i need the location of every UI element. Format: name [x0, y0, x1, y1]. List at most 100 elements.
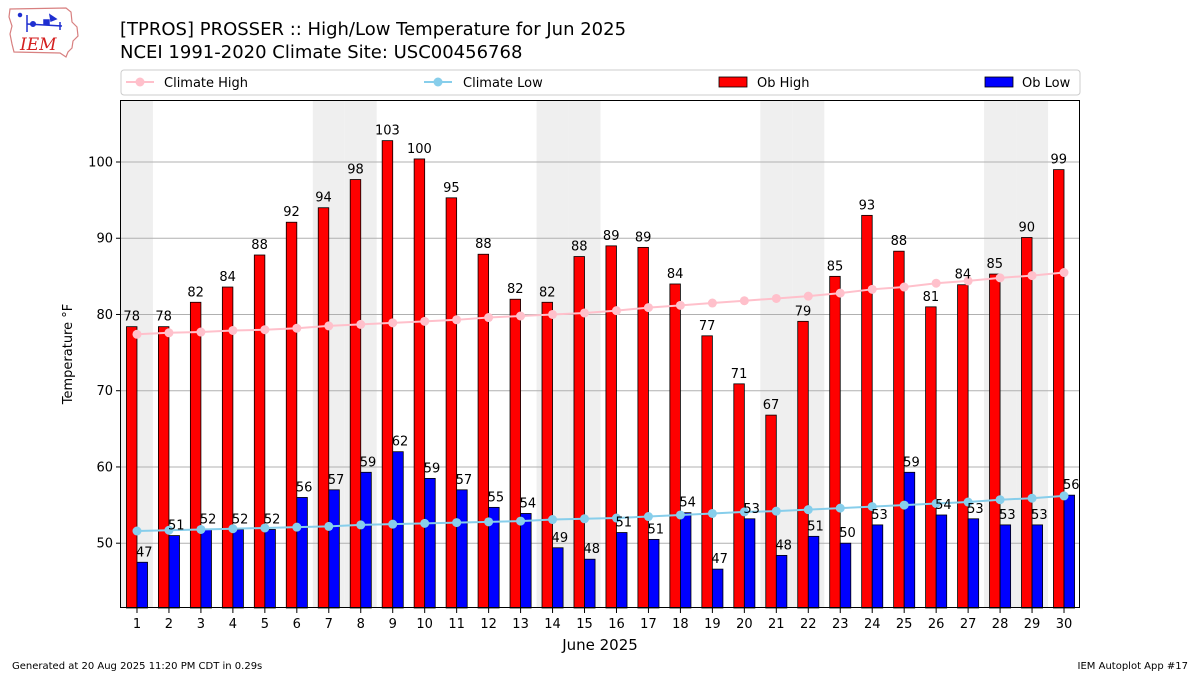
ob-high-bar	[989, 273, 1001, 609]
climate-high-point	[388, 318, 398, 328]
ob-low-label: 47	[711, 552, 728, 567]
climate-high-point	[356, 319, 366, 329]
ob-high-bar	[925, 306, 937, 609]
climate-high-point	[516, 311, 526, 321]
ob-high-label: 79	[795, 304, 812, 319]
climate-high-point	[707, 298, 717, 308]
ob-low-bar	[136, 561, 148, 609]
ob-low-label: 56	[1063, 478, 1080, 493]
ob-high-label: 103	[375, 124, 400, 139]
climate-low-point	[292, 522, 302, 532]
x-tick-label: 4	[229, 617, 237, 632]
climate-high-point	[420, 316, 430, 326]
ob-low-label: 52	[232, 512, 249, 527]
ob-high-label: 84	[667, 267, 684, 282]
y-axis-title: Temperature °F	[61, 304, 76, 405]
ob-low-bar	[552, 547, 564, 609]
x-tick-label: 3	[197, 617, 205, 632]
climate-high-point	[643, 303, 653, 313]
x-tick-label: 23	[832, 617, 849, 632]
ob-high-label: 100	[407, 142, 432, 157]
climate-high-point	[580, 308, 590, 318]
ob-low-bar	[168, 535, 180, 609]
ob-high-label: 93	[859, 198, 876, 213]
x-tick-label: 12	[480, 617, 497, 632]
ob-high-label: 85	[987, 257, 1004, 272]
ob-low-bar	[456, 489, 468, 609]
x-tick-label: 18	[672, 617, 689, 632]
x-tick-label: 8	[357, 617, 365, 632]
legend-label: Climate Low	[463, 76, 543, 91]
ob-low-label: 56	[296, 480, 313, 495]
ob-high-bar	[1053, 169, 1065, 609]
climate-high-point	[995, 273, 1005, 283]
ob-high-label: 84	[955, 268, 972, 283]
ob-high-bar	[413, 158, 426, 609]
x-tick-label: 13	[512, 617, 529, 632]
ob-low-label: 47	[136, 545, 153, 560]
ob-low-label: 62	[392, 435, 409, 450]
climate-low-point	[867, 502, 877, 512]
ob-low-bar	[264, 529, 276, 609]
ob-low-bar	[839, 542, 852, 609]
climate-lines	[132, 268, 1069, 536]
ob-low-bar	[903, 471, 916, 609]
x-tick-label: 28	[992, 617, 1009, 632]
climate-low-point	[356, 520, 366, 530]
ob-low-label: 57	[456, 473, 473, 488]
weather-station-icon	[17, 12, 63, 32]
ob-low-label: 53	[871, 508, 888, 523]
y-tick-label: 70	[96, 384, 113, 399]
ob-low-label: 53	[1031, 508, 1048, 523]
ob-high-label: 81	[923, 290, 940, 305]
ob-low-bar	[520, 513, 532, 609]
ob-high-label: 71	[731, 367, 748, 382]
iem-logo[interactable]: IEM	[8, 7, 79, 58]
climate-high-line	[136, 271, 1065, 336]
climate-low-point	[548, 515, 558, 525]
climate-low-point	[611, 513, 621, 523]
ob-low-label: 59	[360, 455, 377, 470]
climate-high-point	[292, 323, 302, 333]
x-tick-label: 21	[768, 617, 785, 632]
x-tick-label: 20	[736, 617, 753, 632]
climate-low-point	[899, 500, 909, 510]
ob-low-bar	[232, 529, 244, 609]
ob-low-label: 51	[807, 519, 824, 534]
climate-high-point	[452, 315, 462, 325]
legend-label: Climate High	[164, 76, 248, 91]
ob-low-label: 49	[552, 531, 569, 546]
x-tick-label: 7	[325, 617, 333, 632]
gridlines	[121, 161, 1080, 544]
climate-low-point	[420, 518, 430, 528]
ob-high-bar	[381, 140, 394, 609]
climate-low-point	[771, 506, 781, 516]
y-tick-label: 100	[88, 155, 113, 170]
x-tick-label: 16	[608, 617, 625, 632]
ob-low-bar	[871, 524, 884, 609]
ob-high-bar	[1021, 237, 1033, 609]
climate-high-point	[164, 328, 174, 338]
climate-high-point	[484, 313, 494, 323]
climate-high-point	[196, 327, 206, 337]
ob-high-label: 89	[635, 230, 652, 245]
ob-high-bar	[317, 207, 330, 609]
climate-high-point	[835, 288, 845, 298]
ob-high-bar	[637, 246, 649, 609]
climate-high-point	[739, 296, 749, 306]
ob-high-bar	[221, 286, 234, 609]
ob-high-bar	[957, 284, 969, 609]
legend-label: Ob Low	[1022, 76, 1071, 91]
climate-high-point	[931, 278, 941, 288]
ob-low-bar	[775, 554, 788, 609]
ob-low-bar	[360, 471, 372, 609]
climate-high-point	[867, 284, 877, 294]
ob-high-label: 77	[699, 319, 716, 334]
footer-generated: Generated at 20 Aug 2025 11:20 PM CDT in…	[12, 661, 262, 672]
ob-high-bar	[669, 283, 681, 609]
x-tick-label: 22	[800, 617, 817, 632]
y-tick-label: 80	[96, 308, 113, 323]
ob-high-label: 90	[1019, 220, 1036, 235]
climate-high-point	[1027, 271, 1037, 281]
